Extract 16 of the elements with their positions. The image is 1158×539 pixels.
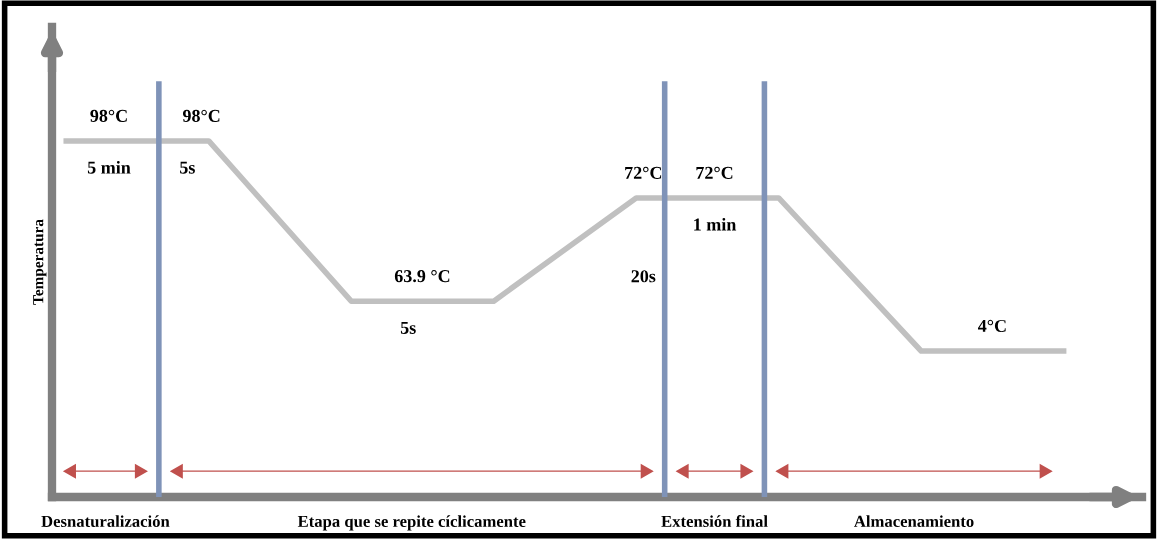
annotation: 72°C [625, 166, 662, 179]
text: Desnaturalización [41, 515, 170, 528]
annotation: 20s [631, 270, 656, 283]
y-axis-title: Temperatura [33, 219, 47, 305]
annotation: 5 min [87, 160, 131, 174]
annotation: 63.9 °C [394, 270, 450, 283]
text: Etapa que se repite cíclicamente [297, 515, 526, 531]
text: 98°C [90, 109, 127, 122]
text: Almacenamiento [854, 515, 974, 528]
annotation: 1 min [694, 217, 737, 231]
annotation: 5s [400, 321, 416, 334]
text: Extensión final [661, 515, 768, 528]
text: 98°C [182, 109, 220, 122]
annotation: 72°C [696, 166, 733, 179]
annotation: 4°C [978, 319, 1006, 333]
annotation: 5s [180, 161, 195, 174]
